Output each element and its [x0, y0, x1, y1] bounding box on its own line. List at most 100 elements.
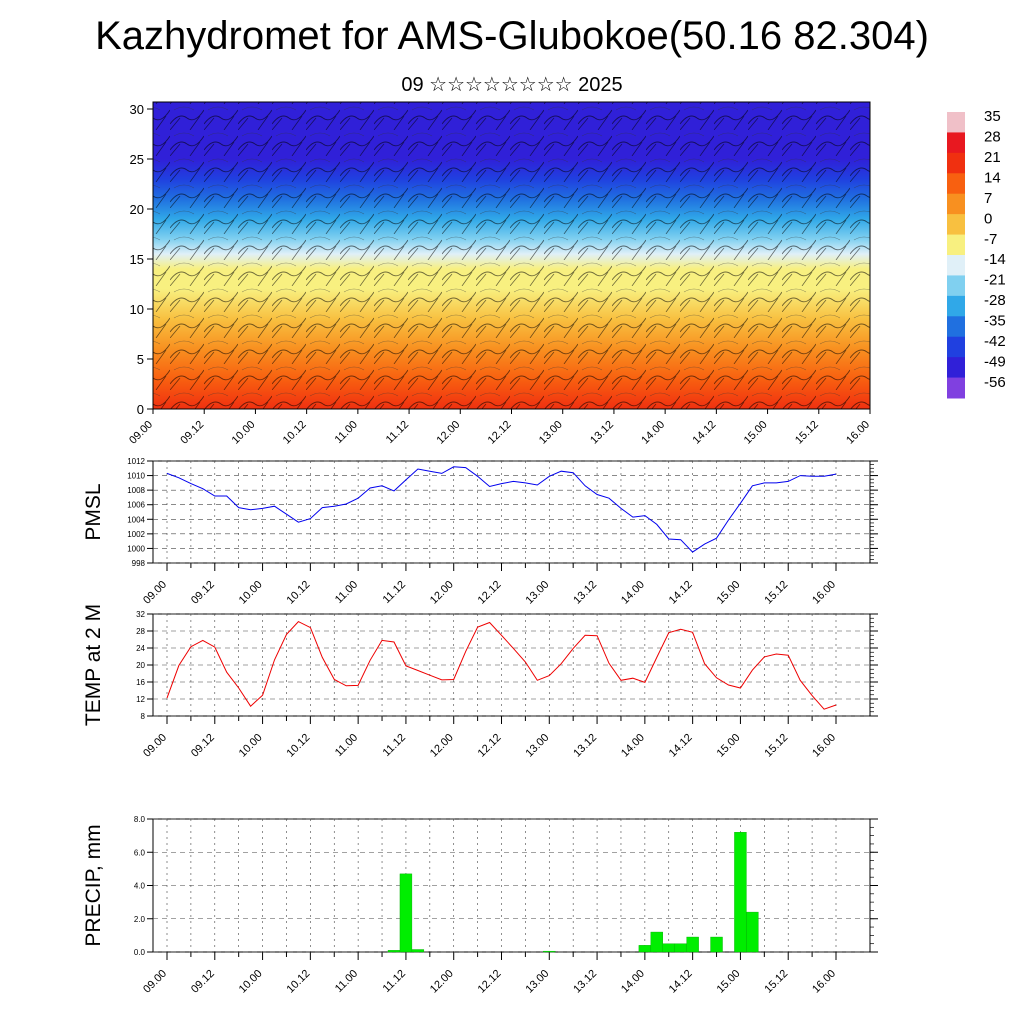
- series-line: [166, 466, 837, 553]
- plot-frame: [152, 818, 871, 953]
- x-tick-label: 13.00: [523, 968, 551, 996]
- colorbar-swatch: [947, 275, 965, 297]
- chart-subtitle: 09 ☆☆☆☆☆☆☆☆ 2025: [401, 74, 623, 96]
- precip-bar: [650, 931, 663, 953]
- x-tick-label: 11.12: [381, 732, 408, 759]
- colorbar-swatch: [947, 255, 965, 276]
- y-tick-label: 1002: [127, 530, 145, 539]
- y-axis-label: TEMP at 2 M: [82, 604, 105, 726]
- x-tick-label: 14.12: [667, 579, 695, 607]
- x-tick-label: 09.12: [189, 968, 217, 996]
- y-tick-label: 1000: [127, 544, 145, 553]
- precip-bar: [746, 911, 759, 953]
- x-tick-label: 09.00: [127, 419, 155, 447]
- x-tick-label: 12.12: [476, 579, 504, 607]
- x-tick-label: 13.00: [523, 732, 551, 760]
- x-tick-label: 10.12: [285, 732, 313, 760]
- colorbar-label: 35: [984, 108, 1001, 125]
- x-tick-label: 15.00: [715, 732, 743, 760]
- colorbar-swatch: [947, 377, 965, 399]
- colorbar-label: -49: [984, 354, 1006, 371]
- x-tick-label: 13.12: [571, 579, 599, 607]
- precip-bar: [674, 943, 687, 953]
- colorbar-swatch: [947, 214, 965, 236]
- y-tick-label: 20: [130, 202, 144, 217]
- colorbar-label: 0: [984, 210, 992, 227]
- colorbar-swatch: [947, 295, 965, 317]
- x-tick-label: 11.12: [384, 419, 411, 446]
- y-tick-label: 8.0: [134, 815, 146, 824]
- y-axis-label: PRECIP, mm: [82, 824, 105, 946]
- colorbar-label: 28: [984, 128, 1001, 145]
- chart-title: Kazhydromet for AMS-Glubokoe(50.16 82.30…: [95, 14, 929, 58]
- x-tick-label: 11.12: [381, 579, 408, 606]
- y-tick-label: 32: [136, 610, 145, 619]
- y-tick-label: 20: [136, 661, 145, 670]
- x-tick-label: 14.00: [619, 968, 647, 996]
- colorbar-label: -14: [984, 251, 1006, 268]
- y-tick-label: 1010: [127, 472, 145, 481]
- x-tick-label: 15.00: [742, 419, 770, 447]
- colorbar-swatch: [947, 316, 965, 338]
- precip-bar: [399, 873, 413, 953]
- x-tick-label: 09.00: [141, 968, 169, 996]
- x-tick-label: 14.12: [667, 968, 695, 996]
- y-tick-label: 24: [136, 644, 145, 653]
- x-tick-label: 14.00: [619, 732, 647, 760]
- colorbar-label: -21: [984, 272, 1006, 289]
- x-tick-label: 16.00: [844, 419, 872, 447]
- y-tick-label: 1006: [127, 501, 145, 510]
- precip-panel: 0.0 2.0 4.0 6.0 8.0 09.00 09.12 10.00 10.12 11.00…: [82, 815, 878, 996]
- x-tick-label: 11.00: [333, 419, 360, 446]
- x-tick-label: 15.00: [715, 968, 743, 996]
- y-tick-label: 16: [136, 678, 145, 687]
- x-tick-label: 10.00: [237, 732, 265, 760]
- x-tick-label: 11.00: [333, 968, 360, 995]
- y-axis-label: PMSL: [82, 483, 105, 540]
- y-tick-label: 0.0: [134, 948, 146, 957]
- x-tick-label: 11.00: [333, 579, 360, 606]
- x-tick-label: 09.00: [141, 579, 169, 607]
- colorbar-swatch: [947, 132, 965, 154]
- x-tick-label: 12.12: [476, 968, 504, 996]
- y-tick-label: 12: [136, 695, 145, 704]
- precip-bar: [387, 950, 401, 953]
- colorbar-swatch: [947, 193, 965, 215]
- temp2m-panel: 8 12 16 20 24 28 32 09.00 09.12 10.00 10.12 11.00 11…: [82, 604, 878, 760]
- colorbar-swatch: [947, 152, 965, 174]
- x-tick-label: 10.00: [237, 968, 265, 996]
- x-tick-label: 16.00: [810, 732, 838, 760]
- y-tick-label: 28: [136, 627, 145, 636]
- x-tick-label: 14.00: [639, 419, 667, 447]
- x-tick-label: 15.00: [715, 579, 743, 607]
- x-tick-label: 09.00: [141, 732, 169, 760]
- x-tick-label: 10.12: [285, 579, 313, 607]
- x-tick-label: 15.12: [762, 968, 790, 996]
- x-tick-label: 12.12: [486, 419, 514, 447]
- x-tick-label: 16.00: [810, 579, 838, 607]
- y-tick-label: 0: [137, 402, 144, 417]
- precip-bar: [734, 832, 747, 953]
- x-tick-label: 15.12: [762, 732, 790, 760]
- precip-bar: [662, 943, 675, 953]
- plot-frame: [152, 460, 871, 564]
- x-tick-label: 13.00: [537, 419, 565, 447]
- x-tick-label: 14.00: [619, 579, 647, 607]
- x-tick-label: 15.12: [793, 419, 821, 447]
- y-tick-label: 30: [130, 102, 144, 117]
- x-tick-label: 12.00: [434, 419, 462, 447]
- colorbar-swatch: [947, 173, 965, 195]
- colorbar-swatch: [947, 112, 965, 133]
- x-tick-label: 13.12: [571, 968, 599, 996]
- y-tick-label: 6.0: [134, 848, 146, 857]
- x-tick-label: 09.12: [189, 579, 217, 607]
- wind-field-overlay: [153, 102, 870, 409]
- cross-section-panel: 0 5 10 15 20 25 30 09.00 09.12 10.00 10.12 11.00 11.…: [127, 101, 872, 447]
- x-tick-label: 12.00: [428, 968, 456, 996]
- y-tick-label: 1008: [127, 486, 145, 495]
- y-tick-label: 8: [141, 712, 146, 721]
- y-tick-label: 4.0: [134, 882, 146, 891]
- temperature-colorbar: 35 28 21 14 7 0 -7 -14 -21 -28 -35 -42 -49 -56: [947, 108, 1006, 399]
- series-line: [166, 620, 837, 710]
- colorbar-label: -42: [984, 333, 1006, 350]
